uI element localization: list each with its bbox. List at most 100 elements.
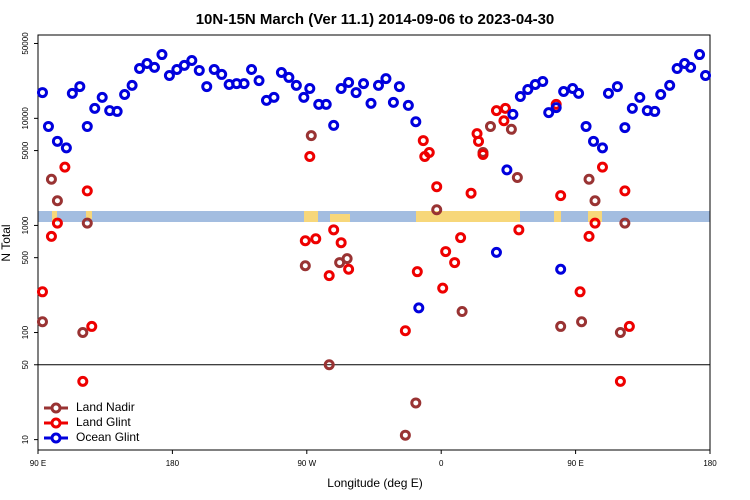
data-point <box>323 359 335 371</box>
data-point <box>619 122 631 134</box>
data-point <box>335 82 347 94</box>
y-tick-label: 50 <box>21 360 30 369</box>
data-point <box>490 246 502 258</box>
data-point <box>588 135 600 147</box>
data-point <box>449 257 461 269</box>
plot-frame <box>37 34 711 451</box>
data-point <box>685 61 697 73</box>
data-point <box>417 135 429 147</box>
data-point <box>505 123 517 135</box>
data-point <box>246 63 258 75</box>
data-point <box>387 96 399 108</box>
data-point <box>498 115 510 127</box>
data-point <box>499 102 511 114</box>
data-point <box>455 232 467 244</box>
land-band <box>416 211 520 222</box>
data-point <box>583 230 595 242</box>
x-tick-label: 90 E <box>30 459 46 468</box>
data-point <box>694 49 706 61</box>
y-tick-label: 50000 <box>21 32 30 55</box>
data-point <box>596 161 608 173</box>
data-point <box>522 83 534 95</box>
data-point <box>77 327 89 339</box>
x-tick-label: 180 <box>166 459 180 468</box>
data-point <box>614 375 626 387</box>
data-point <box>305 130 317 142</box>
data-point <box>507 108 519 120</box>
data-point <box>45 230 57 242</box>
legend-swatch-marker <box>50 417 62 429</box>
y-axis-label: N Total <box>0 224 13 261</box>
y-tick-label: 10 <box>21 435 30 444</box>
data-point <box>328 119 340 131</box>
data-point <box>514 90 526 102</box>
data-point <box>350 87 362 99</box>
x-tick-label: 0 <box>439 459 444 468</box>
data-point <box>328 224 340 236</box>
data-point <box>42 120 54 132</box>
data-point <box>671 62 683 74</box>
data-point <box>623 320 635 332</box>
data-point <box>111 105 123 117</box>
data-point <box>372 79 384 91</box>
data-point <box>555 190 567 202</box>
data-point <box>126 79 138 91</box>
data-point <box>555 263 567 275</box>
data-point <box>81 217 93 229</box>
x-tick-label: 90 W <box>297 459 316 468</box>
data-point <box>343 77 355 89</box>
data-point <box>163 70 175 82</box>
x-tick-label: 180 <box>703 459 717 468</box>
data-point <box>268 91 280 103</box>
data-point <box>596 142 608 154</box>
data-point <box>399 429 411 441</box>
land-band <box>52 211 57 222</box>
data-point <box>253 75 265 87</box>
data-point <box>299 260 311 272</box>
data-point <box>341 253 353 265</box>
data-point <box>655 88 667 100</box>
data-point <box>700 70 712 82</box>
legend-label: Land Nadir <box>76 400 135 414</box>
data-point <box>335 237 347 249</box>
y-tick-label: 10000 <box>21 107 30 130</box>
data-point <box>511 172 523 184</box>
data-point <box>51 217 63 229</box>
data-point <box>589 195 601 207</box>
data-point <box>283 71 295 83</box>
data-point <box>77 375 89 387</box>
data-point <box>45 173 57 185</box>
data-point <box>178 59 190 71</box>
data-point <box>619 185 631 197</box>
data-point <box>81 120 93 132</box>
data-point <box>576 316 588 328</box>
data-point <box>343 263 355 275</box>
data-point <box>238 78 250 90</box>
data-point <box>51 135 63 147</box>
data-point <box>574 286 586 298</box>
data-point <box>583 173 595 185</box>
data-point <box>402 99 414 111</box>
data-point <box>580 120 592 132</box>
data-point <box>86 320 98 332</box>
land-band <box>588 211 602 222</box>
data-point <box>431 181 443 193</box>
data-point <box>589 217 601 229</box>
data-point <box>96 91 108 103</box>
data-point <box>664 79 676 91</box>
data-point <box>186 54 198 66</box>
data-point <box>290 79 302 91</box>
ocean-band <box>38 211 710 222</box>
data-point <box>36 87 48 99</box>
data-point <box>393 81 405 93</box>
data-point <box>649 105 661 117</box>
land-band <box>554 211 561 222</box>
data-point <box>59 161 71 173</box>
y-tick-label: 5000 <box>21 141 30 159</box>
data-point <box>484 120 496 132</box>
data-point <box>423 146 435 158</box>
data-point <box>216 68 228 80</box>
data-point <box>413 302 425 314</box>
data-point <box>156 49 168 61</box>
